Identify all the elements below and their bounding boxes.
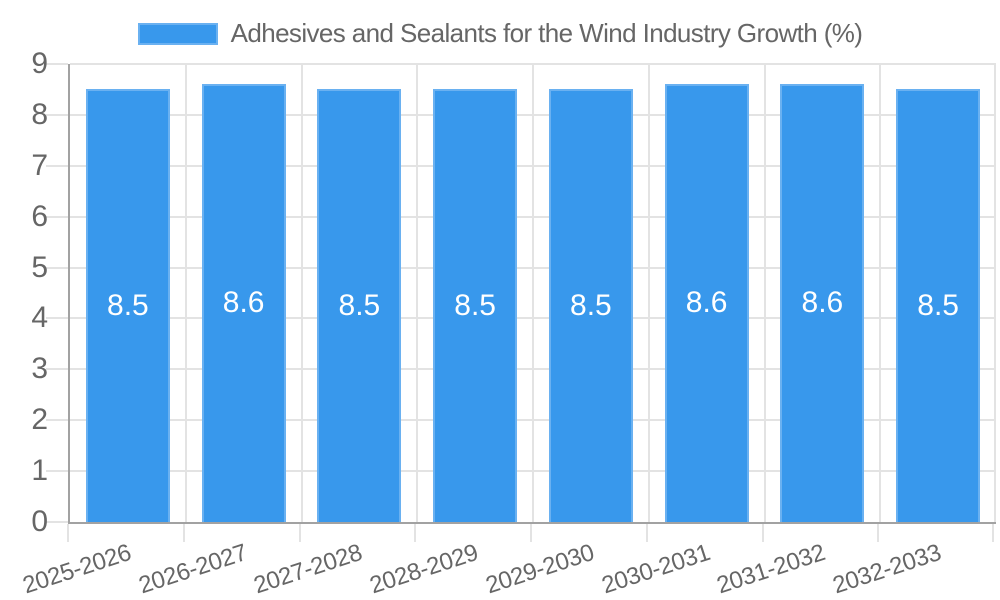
- x-axis-tick: [67, 524, 69, 542]
- x-axis-tick: [414, 524, 417, 542]
- x-axis-tick: [530, 524, 532, 542]
- bar-value-label: 8.5: [338, 288, 381, 322]
- y-axis-tick-label: 9: [31, 47, 48, 80]
- y-axis-tick-label: 2: [31, 403, 48, 437]
- bar-value-label: 8.5: [917, 288, 959, 322]
- bar[interactable]: [433, 89, 518, 522]
- bar[interactable]: [201, 84, 286, 522]
- bar[interactable]: [664, 84, 749, 522]
- y-axis-tick-label: 8: [31, 97, 48, 131]
- bar-value-label: 8.6: [685, 286, 728, 320]
- gridline-vertical: [532, 64, 534, 522]
- x-axis-tick-label: 2030-2031: [598, 539, 713, 600]
- bar[interactable]: [548, 89, 633, 522]
- gridline-vertical: [416, 64, 419, 522]
- x-axis-tick: [298, 524, 301, 542]
- x-axis-tick-label: 2031-2032: [713, 539, 829, 600]
- gridline-vertical: [184, 64, 187, 522]
- legend-swatch: [137, 22, 218, 45]
- x-axis-tick: [645, 524, 648, 542]
- x-axis-tick: [877, 524, 880, 542]
- legend-label: Adhesives and Sealants for the Wind Indu…: [230, 18, 863, 48]
- chart-legend[interactable]: Adhesives and Sealants for the Wind Indu…: [0, 18, 1000, 49]
- plot-area: 8.5 8.6 8.5 8.5 8.5 8.6 8.6 8.5: [68, 63, 996, 524]
- x-axis-tick: [761, 524, 764, 542]
- y-axis-tick: [46, 113, 68, 116]
- bar[interactable]: [85, 89, 170, 522]
- y-axis-tick-label: 1: [31, 454, 48, 488]
- x-axis-tick-label: 2028-2029: [366, 539, 482, 600]
- gridline-vertical: [994, 64, 996, 522]
- y-axis-tick: [46, 521, 68, 523]
- x-axis-tick-label: 2027-2028: [250, 539, 366, 600]
- y-axis-tick: [46, 266, 68, 269]
- y-axis-tick: [46, 317, 68, 320]
- x-axis-tick: [992, 524, 994, 542]
- y-axis-tick: [46, 63, 68, 65]
- y-axis-tick: [46, 470, 68, 473]
- y-axis-tick-label: 7: [31, 148, 48, 182]
- x-axis-tick-label: 2032-2033: [829, 539, 945, 600]
- y-axis-tick-label: 4: [31, 301, 48, 335]
- y-axis-tick-label: 5: [31, 250, 48, 284]
- gridline-vertical: [300, 64, 303, 522]
- x-axis-tick-label: 2026-2027: [135, 539, 250, 600]
- gridline-vertical: [879, 64, 882, 522]
- y-axis-tick-label: 6: [31, 199, 48, 233]
- bar-value-label: 8.6: [801, 286, 844, 320]
- y-axis-tick: [46, 215, 68, 218]
- x-axis-tick: [182, 524, 185, 542]
- x-axis-tick-label: 2029-2030: [482, 539, 598, 600]
- bar[interactable]: [780, 84, 865, 522]
- gridline-vertical: [763, 64, 766, 522]
- y-axis-tick-label: 3: [31, 352, 48, 386]
- bar-value-label: 8.5: [107, 288, 149, 322]
- bar[interactable]: [317, 89, 402, 522]
- y-axis-tick: [46, 419, 68, 422]
- y-axis-tick: [46, 164, 68, 167]
- bar-value-label: 8.5: [570, 288, 612, 322]
- y-axis-tick: [46, 368, 68, 371]
- bar-value-label: 8.6: [222, 286, 265, 320]
- gridline-vertical: [647, 64, 650, 522]
- x-axis-tick-label: 2025-2026: [19, 539, 135, 600]
- y-axis-tick-label: 0: [31, 505, 48, 538]
- bar-value-label: 8.5: [454, 288, 496, 322]
- bar[interactable]: [896, 89, 981, 522]
